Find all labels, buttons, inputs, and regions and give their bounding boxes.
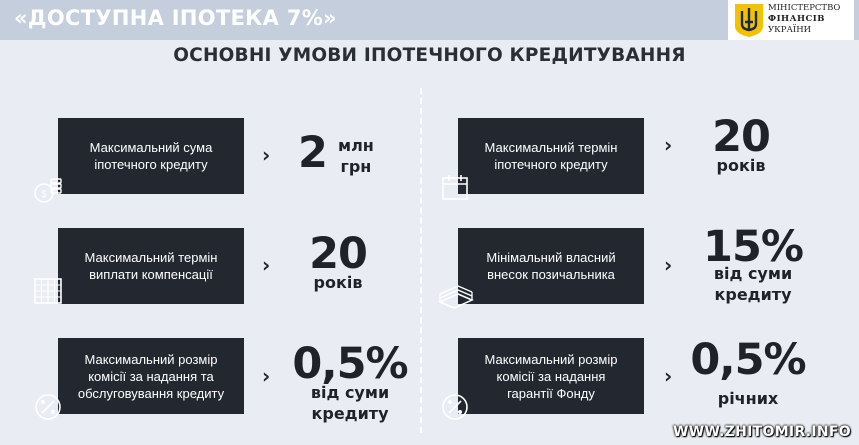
condition-card-max-loan: Максимальний сума іпотечного кредиту [58,118,244,194]
chevron-right-icon: › [262,253,271,277]
percent-icon [35,394,61,420]
unit-max-loan: млн грн [338,136,374,176]
condition-card-guarantee-commission: Максимальний розмір комісії за надання гар… [458,338,644,414]
chevron-right-icon: › [664,133,673,157]
unit-loan-commission: від суми кредиту [310,383,390,423]
title-banner: «ДОСТУПНА ІПОТЕКА 7%» [0,0,859,40]
ministry-logo: МІНІСТЕРСТВО ФІНАНСІВ УКРАЇНИ [728,0,854,40]
value-max-loan: 2 [298,128,328,178]
watermark: WWW.ZHITOMIR.INFO [672,424,851,440]
value-compensation-term: 20 [309,229,368,279]
unit-down-payment: від суми кредиту [713,264,793,304]
chevron-right-icon: › [262,143,271,167]
chevron-right-icon: › [664,364,673,388]
unit-loan-term: років [716,156,766,175]
coins-icon: $ [34,178,62,203]
page-heading: ОСНОВНІ УМОВИ ІПОТЕЧНОГО КРЕДИТУВАННЯ [173,45,686,66]
condition-card-loan-term: Максимальний термін іпотечного кредиту [458,118,644,194]
logo-text: МІНІСТЕРСТВО ФІНАНСІВ УКРАЇНИ [768,3,841,35]
cash-stack-icon [438,285,474,309]
condition-card-loan-commission: Максимальний розмір комісії за надання та… [58,338,244,414]
condition-card-down-payment: Мінімальний власний внесок позичальника [458,228,644,304]
value-loan-commission: 0,5% [292,339,408,389]
condition-card-compensation-term: Максимальний термін виплати компенсації [58,228,244,304]
percent-icon [442,394,468,420]
unit-compensation-term: років [313,273,363,292]
svg-text:$: $ [41,189,47,200]
calendar-grid-icon [34,278,62,304]
column-divider [420,88,422,433]
unit-guarantee-commission: річних [717,389,779,408]
calendar-icon [442,175,468,200]
chevron-right-icon: › [262,364,271,388]
trident-emblem-icon [735,4,763,37]
chevron-right-icon: › [664,253,673,277]
value-loan-term: 20 [712,112,771,162]
banner-title: «ДОСТУПНА ІПОТЕКА 7%» [14,6,337,30]
value-guarantee-commission: 0,5% [690,335,806,385]
value-down-payment: 15% [703,222,804,272]
